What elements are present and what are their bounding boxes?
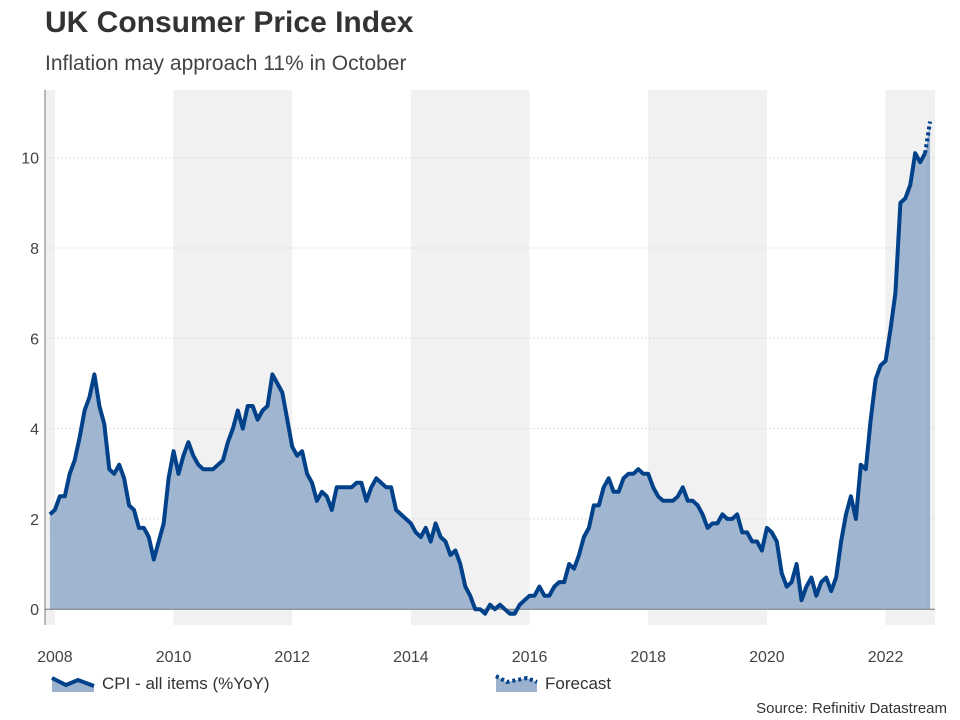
shaded-band [45, 90, 55, 625]
x-tick-label: 2010 [156, 649, 192, 666]
legend-item-cpi[interactable]: CPI - all items (%YoY) [51, 674, 270, 693]
x-tick-label: 2012 [274, 649, 310, 666]
legend-item-forecast[interactable]: Forecast [495, 674, 611, 693]
legend-cpi-line [51, 676, 95, 688]
legend-cpi-label: CPI - all items (%YoY) [102, 674, 270, 693]
legend-forecast-label: Forecast [545, 674, 611, 693]
cpi-line [48, 151, 927, 616]
x-tick-label: 2014 [393, 649, 429, 666]
y-tick-label: 0 [30, 602, 39, 619]
x-tick-label: 2016 [512, 649, 548, 666]
y-tick-label: 2 [30, 512, 39, 529]
cpi-area-fill [49, 153, 926, 614]
legend-forecast-line [495, 674, 538, 685]
x-tick-label: 2020 [749, 649, 785, 666]
forecast-area-fill [925, 121, 931, 610]
x-tick-label: 2022 [868, 649, 904, 666]
x-tick-label: 2008 [37, 649, 73, 666]
source-note: Source: Refinitiv Datastream [756, 700, 947, 717]
x-tick-label: 2018 [630, 649, 666, 666]
legend: CPI - all items (%YoY) Forecast [51, 674, 611, 693]
y-tick-label: 8 [30, 241, 39, 258]
legend-cpi-swatch [52, 678, 94, 692]
y-tick-label: 10 [21, 151, 39, 168]
chart-subtitle: Inflation may approach 11% in October [45, 52, 407, 75]
y-tick-label: 6 [30, 331, 39, 348]
chart-title: UK Consumer Price Index [45, 6, 414, 39]
y-tick-label: 4 [30, 422, 39, 439]
forecast-line [923, 121, 933, 154]
